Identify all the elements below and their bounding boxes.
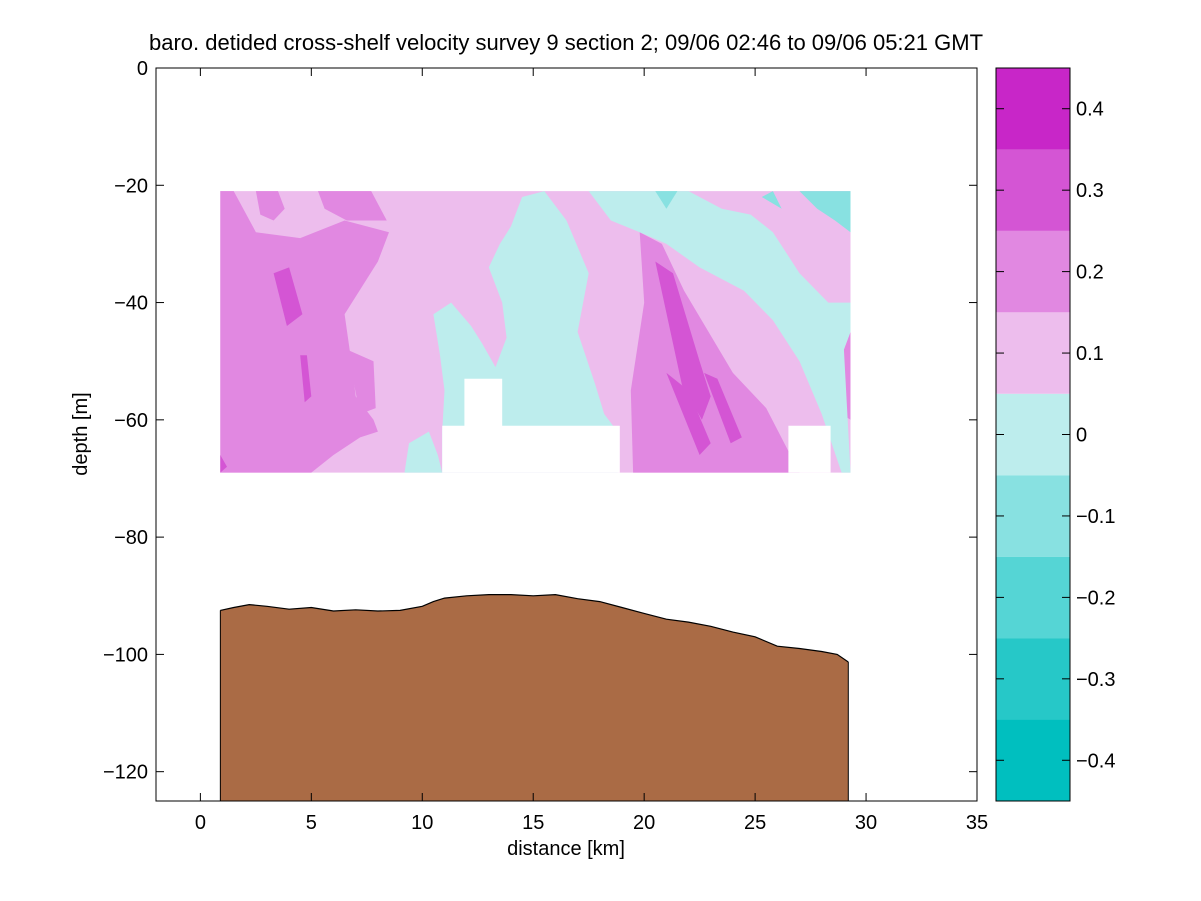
y-tick-label: −40	[114, 293, 148, 315]
plot-area: 0 5 10 15 20 25 30 35 0 −20 −40 −60 −80 −100 −120	[103, 58, 988, 834]
contour-region-14	[404, 431, 443, 473]
colorbar-band	[996, 68, 1070, 150]
bathymetry	[219, 593, 849, 801]
contour-region-5	[273, 267, 303, 326]
colorbar-tick-label: 0	[1076, 425, 1087, 447]
y-tick-label: −100	[103, 644, 148, 666]
y-axis-label: depth [m]	[70, 392, 92, 475]
colorbar-bands	[996, 68, 1070, 801]
colorbar-band	[996, 638, 1070, 720]
contour-region-1	[220, 191, 389, 473]
x-axis-label: distance [km]	[507, 838, 625, 860]
plot-frame	[155, 67, 978, 802]
colorbar-tick-label: −0.1	[1076, 506, 1115, 528]
colorbar-tick-label: 0.3	[1076, 180, 1104, 202]
colorbar-tick-label: −0.3	[1076, 669, 1115, 691]
x-axis-ticks: 0 5 10 15 20 25 30 35	[195, 68, 988, 834]
contour-region-9	[655, 261, 711, 420]
colorbar-ticks: −0.4 −0.3 −0.2 −0.1 0 0.1 0.2 0.3 0.4	[996, 99, 1115, 772]
x-tick-label: 25	[744, 812, 766, 834]
x-tick-label: 15	[522, 812, 544, 834]
colorbar-band	[996, 475, 1070, 557]
colorbar-tick-label: −0.2	[1076, 587, 1115, 609]
contour-region-15	[588, 191, 851, 473]
contour-region-4	[346, 349, 376, 414]
colorbar-band	[996, 312, 1070, 394]
no-data-mask-0	[442, 378, 620, 473]
contour-region-11	[704, 372, 742, 444]
colorbar-tick-label: 0.4	[1076, 99, 1104, 121]
x-tick-label: 35	[966, 812, 988, 834]
velocity-contours	[220, 191, 851, 473]
colorbar-tick-label: 0.1	[1076, 343, 1104, 365]
x-tick-label: 0	[195, 812, 206, 834]
colorbar-band	[996, 393, 1070, 476]
x-tick-label: 5	[306, 812, 317, 834]
contour-region-16	[655, 191, 678, 209]
y-tick-label: −120	[103, 762, 148, 784]
y-tick-label: −20	[114, 175, 148, 197]
seafloor-area	[220, 594, 849, 801]
contour-region-2	[255, 191, 285, 221]
contour-region-17	[799, 191, 851, 233]
colorbar-tick-label: −0.4	[1076, 750, 1115, 772]
colorbar-band	[996, 556, 1070, 639]
y-tick-label: −60	[114, 410, 148, 432]
colorbar-band	[996, 149, 1070, 231]
x-tick-label: 30	[855, 812, 877, 834]
y-tick-label: 0	[137, 58, 148, 80]
contour-region-6	[300, 355, 312, 403]
colorbar-band	[996, 719, 1070, 801]
y-tick-label: −80	[114, 527, 148, 549]
seafloor-line	[220, 593, 849, 663]
colorbar-tick-label: 0.2	[1076, 262, 1104, 284]
contour-region-18	[761, 191, 782, 209]
no-data-mask-1	[788, 425, 831, 473]
colorbar: −0.4 −0.3 −0.2 −0.1 0 0.1 0.2 0.3 0.4	[995, 67, 1115, 802]
contour-region-3	[318, 191, 387, 221]
chart-title: baro. detided cross-shelf velocity surve…	[149, 30, 983, 55]
x-tick-label: 10	[411, 812, 433, 834]
x-tick-label: 20	[633, 812, 655, 834]
colorbar-band	[996, 230, 1070, 313]
y-axis-ticks: 0 −20 −40 −60 −80 −100 −120	[103, 58, 977, 784]
contour-region-7	[220, 455, 227, 473]
contour-region-10	[666, 372, 711, 455]
